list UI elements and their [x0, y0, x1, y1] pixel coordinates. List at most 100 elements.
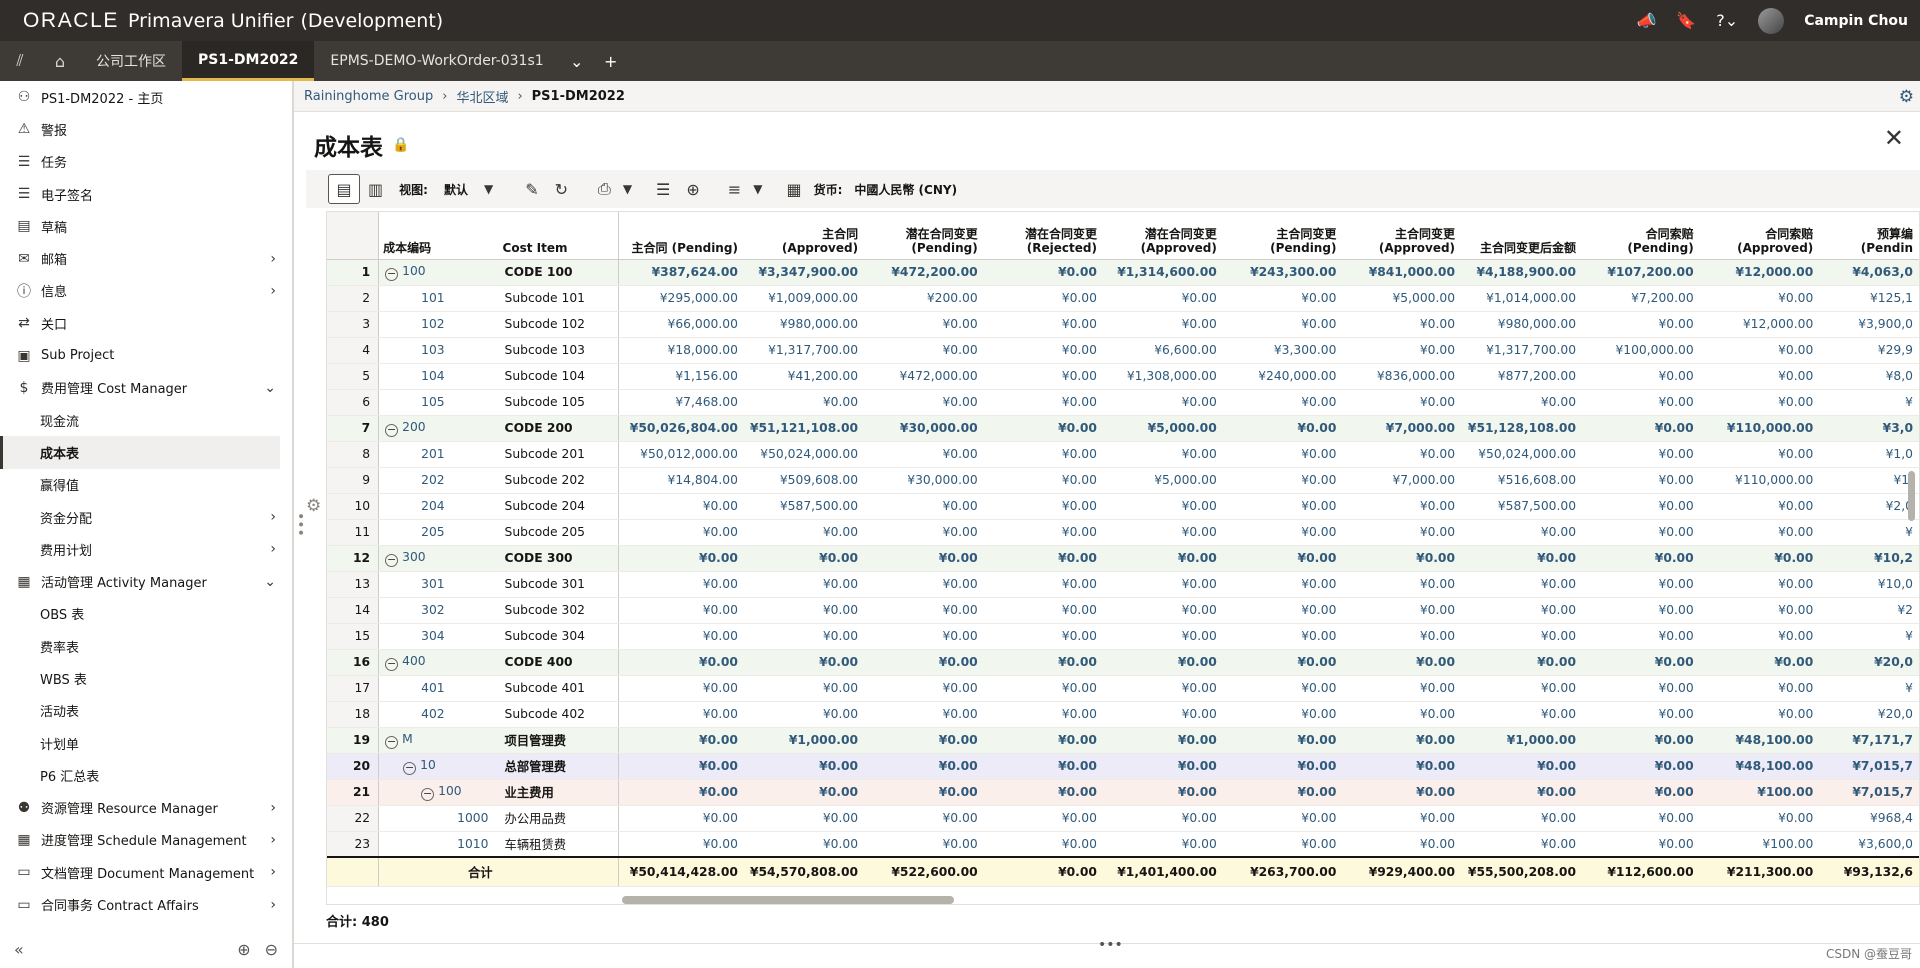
- amount-cell[interactable]: ¥0.00: [743, 519, 865, 546]
- cost-code-cell[interactable]: −10: [378, 753, 499, 780]
- table-row[interactable]: 16−400 CODE 400 ¥0.00 ¥0.00 ¥0.00 ¥0.00 ¥0.00 ¥…: [327, 649, 1919, 676]
- amount-cell[interactable]: ¥12,000.00: [1699, 259, 1820, 286]
- column-header[interactable]: 成本编码: [378, 212, 499, 260]
- amount-cell[interactable]: ¥0.00: [1342, 779, 1462, 806]
- amount-cell[interactable]: ¥0.00: [1222, 805, 1343, 832]
- amount-cell[interactable]: ¥0.00: [1222, 727, 1343, 754]
- amount-cell[interactable]: ¥107,200.00: [1582, 259, 1700, 286]
- amount-cell[interactable]: ¥0.00: [1342, 753, 1462, 780]
- home-icon[interactable]: ⌂: [54, 51, 66, 71]
- cost-code-cell[interactable]: 101: [378, 285, 499, 312]
- chevron-right-icon[interactable]: ›: [270, 250, 276, 267]
- amount-cell[interactable]: ¥0.00: [1342, 311, 1462, 338]
- amount-cell[interactable]: ¥3,0: [1819, 415, 1919, 442]
- amount-cell[interactable]: ¥0.00: [1461, 597, 1583, 624]
- cost-code-cell[interactable]: 304: [378, 623, 499, 650]
- amount-cell[interactable]: ¥0.00: [1582, 701, 1700, 728]
- amount-cell[interactable]: ¥1,000.00: [743, 727, 865, 754]
- collapse-toggle-icon[interactable]: −: [385, 656, 399, 671]
- amount-cell[interactable]: ¥0.00: [1461, 701, 1583, 728]
- amount-cell[interactable]: ¥0.00: [1222, 675, 1343, 702]
- amount-cell[interactable]: ¥0.00: [983, 805, 1103, 832]
- amount-cell[interactable]: ¥0.00: [1582, 545, 1700, 572]
- amount-cell[interactable]: ¥0.00: [983, 675, 1103, 702]
- amount-cell[interactable]: ¥0.00: [983, 467, 1103, 494]
- cost-item-cell[interactable]: Subcode 302: [498, 597, 619, 624]
- amount-cell[interactable]: ¥0.00: [983, 753, 1103, 780]
- table-row[interactable]: 7−200 CODE 200 ¥50,026,804.00 ¥51,121,108.0…: [327, 415, 1919, 442]
- cost-code-cell[interactable]: 301: [378, 571, 499, 598]
- amount-cell[interactable]: ¥0.00: [983, 415, 1103, 442]
- amount-cell[interactable]: ¥5,000.00: [1102, 467, 1223, 494]
- collapse-toggle-icon[interactable]: −: [403, 760, 417, 775]
- amount-cell[interactable]: ¥0.00: [1582, 649, 1700, 676]
- amount-cell[interactable]: ¥0.00: [1342, 441, 1462, 468]
- amount-cell[interactable]: ¥0.00: [864, 831, 984, 858]
- sidebar-item-2[interactable]: ☰ 任务: [0, 146, 292, 178]
- amount-cell[interactable]: ¥1,156.00: [618, 363, 744, 390]
- amount-cell[interactable]: ¥0.00: [864, 337, 984, 364]
- amount-cell[interactable]: ¥0.00: [864, 805, 984, 832]
- amount-cell[interactable]: ¥0.00: [1222, 545, 1343, 572]
- amount-cell[interactable]: ¥0.00: [864, 753, 984, 780]
- lock-icon[interactable]: 🔒: [392, 137, 410, 153]
- amount-cell[interactable]: ¥1,014,000.00: [1461, 285, 1583, 312]
- amount-cell[interactable]: ¥0.00: [618, 519, 744, 546]
- amount-cell[interactable]: ¥0.00: [983, 441, 1103, 468]
- amount-cell[interactable]: ¥14,804.00: [618, 467, 744, 494]
- table-row[interactable]: 19− M 项目管理费 ¥0.00 ¥1,000.00 ¥0.00 ¥0.00 ¥0.00 ¥0…: [327, 727, 1919, 754]
- amount-cell[interactable]: ¥0.00: [864, 571, 984, 598]
- amount-cell[interactable]: ¥6,600.00: [1102, 337, 1223, 364]
- amount-cell[interactable]: ¥0.00: [1699, 285, 1820, 312]
- amount-cell[interactable]: ¥0.00: [1699, 441, 1820, 468]
- cost-code-cell[interactable]: −400: [378, 649, 499, 676]
- amount-cell[interactable]: ¥0.00: [618, 493, 744, 520]
- amount-cell[interactable]: ¥0.00: [618, 779, 744, 806]
- column-header[interactable]: 主合同变更 (Approved): [1342, 212, 1462, 260]
- amount-cell[interactable]: ¥0.00: [1222, 493, 1343, 520]
- amount-cell[interactable]: ¥0.00: [743, 805, 865, 832]
- amount-cell[interactable]: ¥0.00: [1102, 545, 1223, 572]
- amount-cell[interactable]: ¥0.00: [1461, 623, 1583, 650]
- cost-code-cell[interactable]: 1000: [378, 805, 499, 832]
- amount-cell[interactable]: ¥0.00: [1582, 779, 1700, 806]
- amount-cell[interactable]: ¥0.00: [983, 571, 1103, 598]
- amount-cell[interactable]: ¥0.00: [743, 649, 865, 676]
- amount-cell[interactable]: ¥0.00: [1102, 597, 1223, 624]
- cost-item-cell[interactable]: Subcode 202: [498, 467, 619, 494]
- amount-cell[interactable]: ¥968,4: [1819, 805, 1919, 832]
- tab-company-workspace[interactable]: 公司工作区: [96, 54, 166, 70]
- amount-cell[interactable]: ¥0.00: [1461, 805, 1583, 832]
- cost-code-cell[interactable]: 302: [378, 597, 499, 624]
- amount-cell[interactable]: ¥0.00: [1461, 831, 1583, 858]
- amount-cell[interactable]: ¥3,347,900.00: [743, 259, 865, 286]
- amount-cell[interactable]: ¥0.00: [864, 623, 984, 650]
- amount-cell[interactable]: ¥0.00: [1582, 753, 1700, 780]
- chevron-down-icon[interactable]: ⌄: [569, 51, 584, 71]
- chevron-right-icon[interactable]: ›: [270, 282, 276, 299]
- user-name[interactable]: Campin Chou: [1804, 12, 1908, 29]
- amount-cell[interactable]: ¥100,000.00: [1582, 337, 1700, 364]
- amount-cell[interactable]: ¥0.00: [1461, 753, 1583, 780]
- amount-cell[interactable]: ¥0.00: [1222, 415, 1343, 442]
- amount-cell[interactable]: ¥0.00: [983, 831, 1103, 858]
- cost-code-cell[interactable]: −100: [378, 259, 499, 286]
- bookmark-icon[interactable]: 🔖: [1676, 11, 1697, 30]
- amount-cell[interactable]: ¥0.00: [1222, 779, 1343, 806]
- amount-cell[interactable]: ¥0.00: [1222, 649, 1343, 676]
- amount-cell[interactable]: ¥48,100.00: [1699, 753, 1820, 780]
- amount-cell[interactable]: ¥0.00: [1699, 363, 1820, 390]
- cost-code-cell[interactable]: −300: [378, 545, 499, 572]
- cost-code-cell[interactable]: 104: [378, 363, 499, 390]
- amount-cell[interactable]: ¥0.00: [618, 701, 744, 728]
- amount-cell[interactable]: ¥0.00: [864, 441, 984, 468]
- amount-cell[interactable]: ¥0.00: [1102, 441, 1223, 468]
- amount-cell[interactable]: ¥12,000.00: [1699, 311, 1820, 338]
- amount-cell[interactable]: ¥0.00: [618, 753, 744, 780]
- amount-cell[interactable]: ¥0.00: [864, 727, 984, 754]
- amount-cell[interactable]: ¥0.00: [1102, 623, 1223, 650]
- table-row[interactable]: 17 401 Subcode 401 ¥0.00 ¥0.00 ¥0.00 ¥0.00 ¥0.0…: [327, 675, 1919, 702]
- amount-cell[interactable]: ¥0.00: [1222, 623, 1343, 650]
- table-row[interactable]: 21−100 业主费用 ¥0.00 ¥0.00 ¥0.00 ¥0.00 ¥0.00 ¥0.00…: [327, 779, 1919, 806]
- row-view-icon[interactable]: ▤: [328, 174, 360, 204]
